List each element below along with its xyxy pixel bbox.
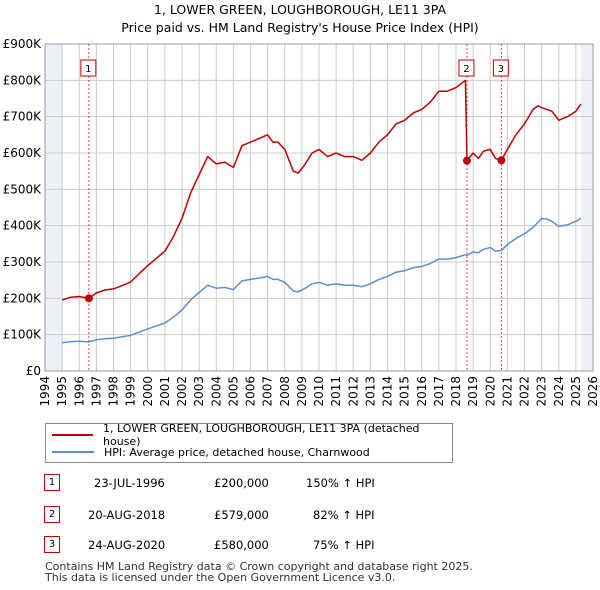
x-tick-label: 1998	[107, 376, 121, 407]
x-tick-label: 2024	[552, 376, 566, 407]
x-tick-label: 1999	[124, 376, 138, 407]
transaction-price: £580,000	[214, 538, 269, 552]
x-tick-label: 1995	[55, 376, 69, 407]
price-chart: £0 £100K £200K £300K £400K £500K £600K £700K £80…	[3, 37, 600, 407]
x-tick-label: 2000	[141, 376, 155, 407]
legend: 1, LOWER GREEN, LOUGHBOROUGH, LE11 3PA (…	[45, 422, 453, 463]
plot-border	[44, 43, 594, 372]
transaction-hpi-change: 75% ↑ HPI	[313, 538, 375, 552]
property-price-line	[61, 79, 582, 301]
x-tick-label: 2021	[500, 376, 514, 407]
transaction-hpi-change: 82% ↑ HPI	[313, 508, 375, 522]
y-tick-label: £700K	[3, 110, 43, 124]
x-tick-label: 2014	[381, 376, 395, 407]
transaction-date: 23-JUL-1996	[94, 476, 165, 490]
no-data-band-right	[581, 44, 593, 371]
x-tick-label: 1996	[72, 376, 86, 407]
transaction-price: £200,000	[214, 476, 269, 490]
x-tick-label: 2009	[295, 376, 309, 407]
y-tick-label: £200K	[3, 291, 43, 305]
x-tick-label: 2013	[363, 376, 377, 407]
x-tick-label: 2018	[449, 376, 463, 407]
y-tick-label: £600K	[3, 146, 43, 160]
transaction-hpi-change: 150% ↑ HPI	[306, 476, 375, 490]
y-tick-label: £800K	[3, 73, 43, 87]
x-tick-label: 2011	[329, 376, 343, 407]
y-tick-label: £500K	[3, 182, 43, 196]
x-tick-label: 2005	[226, 376, 240, 407]
footer: Contains HM Land Registry data © Crown c…	[45, 561, 473, 583]
x-tick-label: 2001	[158, 376, 172, 407]
x-tick-label: 1997	[89, 376, 103, 407]
no-data-band-left	[45, 44, 63, 371]
x-tick-label: 2017	[432, 376, 446, 407]
sale-label: 3	[498, 64, 504, 75]
legend-swatch-hpi	[52, 451, 94, 453]
footer-license: This data is licensed under the Open Gov…	[45, 571, 396, 584]
x-tick-label: 2006	[244, 376, 258, 407]
x-tick-label: 2022	[518, 376, 532, 407]
chart-subtitle: Price paid vs. HM Land Registry's House …	[121, 20, 479, 35]
transaction-number: 3	[44, 536, 60, 553]
transaction-date: 20-AUG-2018	[88, 508, 166, 522]
sale-point	[497, 156, 506, 165]
x-tick-label: 2016	[415, 376, 429, 407]
x-tick-label: 2004	[209, 376, 223, 407]
transaction-date: 24-AUG-2020	[88, 538, 166, 552]
footer-copyright: Contains HM Land Registry data © Crown c…	[45, 560, 473, 573]
hpi-line	[62, 217, 582, 344]
y-tick-label: £300K	[3, 255, 43, 269]
sale-point	[462, 156, 471, 165]
sale-label-box	[458, 59, 475, 77]
sale-label-box	[492, 59, 509, 77]
sale-label: 2	[463, 64, 469, 75]
legend-label-hpi: HPI: Average price, detached house, Char…	[104, 445, 370, 459]
transaction-number: 1	[44, 474, 60, 491]
legend-item-hpi: HPI: Average price, detached house, Char…	[52, 444, 370, 460]
x-tick-label: 2003	[192, 376, 206, 407]
x-tick-label: 2012	[346, 376, 360, 407]
x-tick-label: 1994	[38, 376, 52, 407]
x-tick-label: 2026	[586, 376, 600, 407]
x-tick-label: 2010	[312, 376, 326, 407]
sale-label: 1	[85, 64, 91, 75]
transaction-price: £579,000	[214, 508, 269, 522]
transaction-number: 2	[44, 506, 60, 523]
y-tick-label: £400K	[3, 219, 43, 233]
x-tick-label: 2023	[535, 376, 549, 407]
x-tick-label: 2015	[398, 376, 412, 407]
legend-label-property: 1, LOWER GREEN, LOUGHBOROUGH, LE11 3PA (…	[103, 422, 420, 448]
y-tick-label: £100K	[3, 328, 43, 342]
x-tick-label: 2025	[569, 376, 583, 407]
x-tick-label: 2019	[466, 376, 480, 407]
sale-label-box	[80, 59, 97, 77]
x-tick-label: 2002	[175, 376, 189, 407]
sale-point	[84, 294, 93, 303]
x-tick-label: 2020	[483, 376, 497, 407]
legend-item-property: 1, LOWER GREEN, LOUGHBOROUGH, LE11 3PA (…	[52, 422, 452, 448]
y-tick-label: £900K	[3, 37, 43, 51]
chart-title: 1, LOWER GREEN, LOUGHBOROUGH, LE11 3PA	[153, 2, 447, 17]
x-tick-label: 2007	[261, 376, 275, 407]
x-tick-label: 2008	[278, 376, 292, 407]
legend-swatch-property	[52, 434, 94, 436]
y-tick-label: £0	[26, 364, 41, 378]
